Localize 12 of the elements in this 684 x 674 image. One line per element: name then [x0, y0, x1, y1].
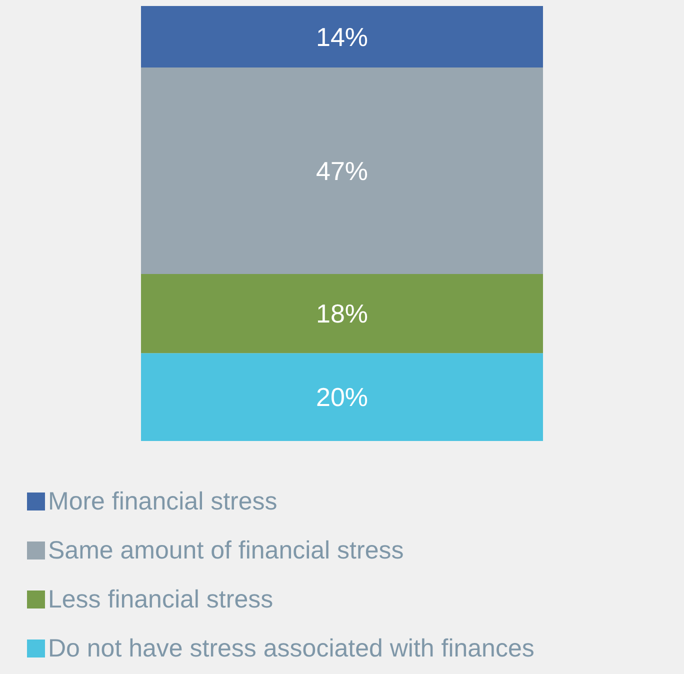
data-label: 18% — [316, 298, 368, 329]
data-label: 47% — [316, 156, 368, 186]
legend-label: Same amount of financial stress — [48, 536, 404, 564]
legend-label: Less financial stress — [48, 586, 274, 614]
data-label: 20% — [316, 382, 368, 412]
legend-label: More financial stress — [48, 488, 278, 516]
bar — [141, 274, 543, 354]
bar — [141, 68, 543, 274]
legend-label: Do not have stress associated with finances — [48, 634, 534, 662]
data-label: 14% — [316, 22, 368, 52]
bar — [141, 353, 543, 441]
bar — [141, 6, 543, 68]
